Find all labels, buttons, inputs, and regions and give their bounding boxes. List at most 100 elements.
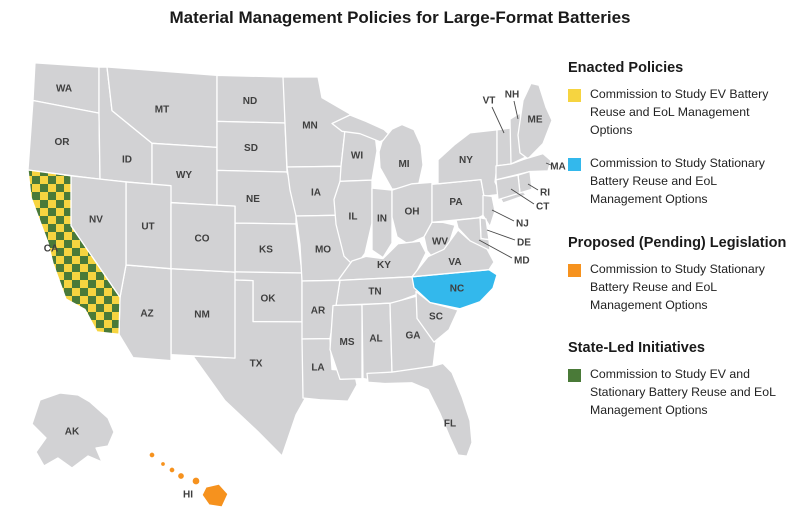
state-label-WY: WY	[176, 170, 192, 181]
legend-item-ev-battery-reuse: Commission to Study EV Battery Reuse and…	[568, 86, 794, 139]
state-label-NV: NV	[89, 214, 103, 225]
state-label-DE: DE	[517, 238, 531, 249]
orange-swatch-icon	[568, 263, 581, 277]
state-label-ND: ND	[243, 96, 257, 107]
state-UT: UT	[125, 181, 172, 270]
leader-line-NJ	[491, 209, 515, 222]
state-label-MO: MO	[315, 244, 331, 255]
state-label-CT: CT	[536, 202, 549, 213]
state-KS: KS	[234, 222, 303, 274]
state-label-AL: AL	[369, 334, 382, 345]
legend-item-label: Commission to Study Stationary Battery R…	[590, 156, 765, 207]
state-label-AR: AR	[311, 305, 326, 316]
blue-swatch-icon	[568, 158, 581, 172]
state-label-AZ: AZ	[140, 309, 153, 320]
state-label-OH: OH	[405, 206, 420, 217]
page-title: Material Management Policies for Large-F…	[169, 8, 631, 27]
state-label-KY: KY	[377, 260, 391, 271]
state-shape-MS	[329, 303, 363, 380]
state-AL: AL	[361, 302, 393, 381]
state-label-RI: RI	[540, 188, 550, 199]
island-shape-HI	[168, 466, 176, 474]
leader-line-RI	[527, 183, 539, 191]
state-NM: NM	[170, 268, 236, 359]
legend-item-stationary-enacted: Commission to Study Stationary Battery R…	[568, 155, 794, 208]
state-label-IL: IL	[349, 212, 358, 223]
legend-header-proposed: Proposed (Pending) Legislation	[568, 234, 787, 251]
leader-line-VT	[491, 106, 505, 134]
legend-item-ev-and-stationary: Commission to Study EV and Stationary Ba…	[568, 366, 794, 419]
state-label-NC: NC	[450, 284, 464, 295]
island-shape-HI	[159, 460, 167, 468]
state-IN: IN	[371, 187, 393, 259]
state-label-WA: WA	[56, 83, 72, 94]
state-NY: NY	[437, 129, 527, 204]
state-shape-HI	[201, 483, 229, 508]
leader-line-MD	[478, 239, 513, 259]
state-label-NY: NY	[459, 155, 473, 166]
state-label-LA: LA	[311, 362, 324, 373]
state-shape-IN	[371, 187, 393, 259]
legend-item-label: Commission to Study EV Battery Reuse and…	[590, 87, 769, 137]
state-NC: NC	[411, 269, 498, 310]
state-label-FL: FL	[444, 418, 456, 429]
state-AK: AK	[31, 392, 115, 469]
state-shape-ME	[517, 82, 553, 160]
state-ND: ND	[216, 74, 286, 124]
state-MI: MI	[331, 114, 424, 190]
state-AZ: AZ	[118, 264, 172, 362]
state-label-TN: TN	[368, 287, 381, 298]
state-label-NJ: NJ	[516, 219, 529, 230]
state-label-KS: KS	[259, 244, 273, 255]
state-label-ID: ID	[122, 155, 132, 166]
state-label-NM: NM	[194, 309, 210, 320]
yellow-swatch-icon	[568, 89, 581, 102]
state-CO: CO	[170, 202, 236, 273]
state-shape-AK	[31, 392, 115, 469]
state-label-MI: MI	[398, 159, 409, 170]
state-shape-MI	[378, 123, 424, 190]
state-CA: CA	[27, 169, 121, 335]
state-ME: ME	[517, 82, 553, 160]
state-label-GA: GA	[406, 330, 421, 341]
leader-line-CT	[510, 188, 535, 205]
state-label-ME: ME	[528, 114, 543, 125]
legend-header-enacted: Enacted Policies	[568, 60, 684, 76]
state-label-MN: MN	[302, 121, 318, 132]
leader-line-MA	[545, 162, 552, 166]
leader-line-NH	[513, 100, 519, 120]
state-MD: MD	[455, 217, 530, 267]
state-label-TX: TX	[250, 358, 263, 369]
state-shape-NC	[411, 269, 498, 310]
state-shape-CT	[495, 174, 521, 201]
state-label-MD: MD	[514, 256, 530, 267]
state-shape-FL	[366, 362, 473, 457]
state-label-MS: MS	[340, 337, 355, 348]
state-shape-CA	[27, 169, 121, 335]
state-PA: PA	[431, 178, 485, 223]
state-label-CO: CO	[195, 233, 210, 244]
legend-header-state-led: State-Led Initiatives	[568, 340, 705, 357]
island-shape-HI	[176, 471, 186, 481]
state-label-MA: MA	[550, 162, 566, 173]
state-label-NE: NE	[246, 194, 260, 205]
state-label-WV: WV	[432, 236, 448, 247]
state-label-MT: MT	[155, 105, 169, 116]
green-swatch-icon	[568, 369, 581, 383]
state-shape-NY	[437, 129, 502, 197]
state-label-UT: UT	[141, 222, 154, 233]
legend-item-label: Commission to Study Stationary Battery R…	[590, 261, 765, 312]
states-layer: WA OR ID MT WY ND SD NE KS OK TX NM AZ UT CO NV CA MN IA MO…	[27, 62, 566, 508]
legend: Enacted Policies Commission to Study EV …	[568, 56, 794, 436]
legend-item-stationary-proposed: Commission to Study Stationary Battery R…	[568, 261, 794, 314]
state-label-PA: PA	[449, 197, 462, 208]
island-shape-HI	[148, 451, 156, 459]
state-label-AK: AK	[65, 427, 80, 438]
state-SD: SD	[216, 120, 288, 173]
legend-item-label: Commission to Study EV and Stationary Ba…	[590, 367, 776, 418]
state-label-NH: NH	[505, 90, 519, 101]
state-label-OK: OK	[261, 293, 277, 304]
state-shape-CO	[170, 202, 236, 273]
state-label-SC: SC	[429, 312, 443, 323]
